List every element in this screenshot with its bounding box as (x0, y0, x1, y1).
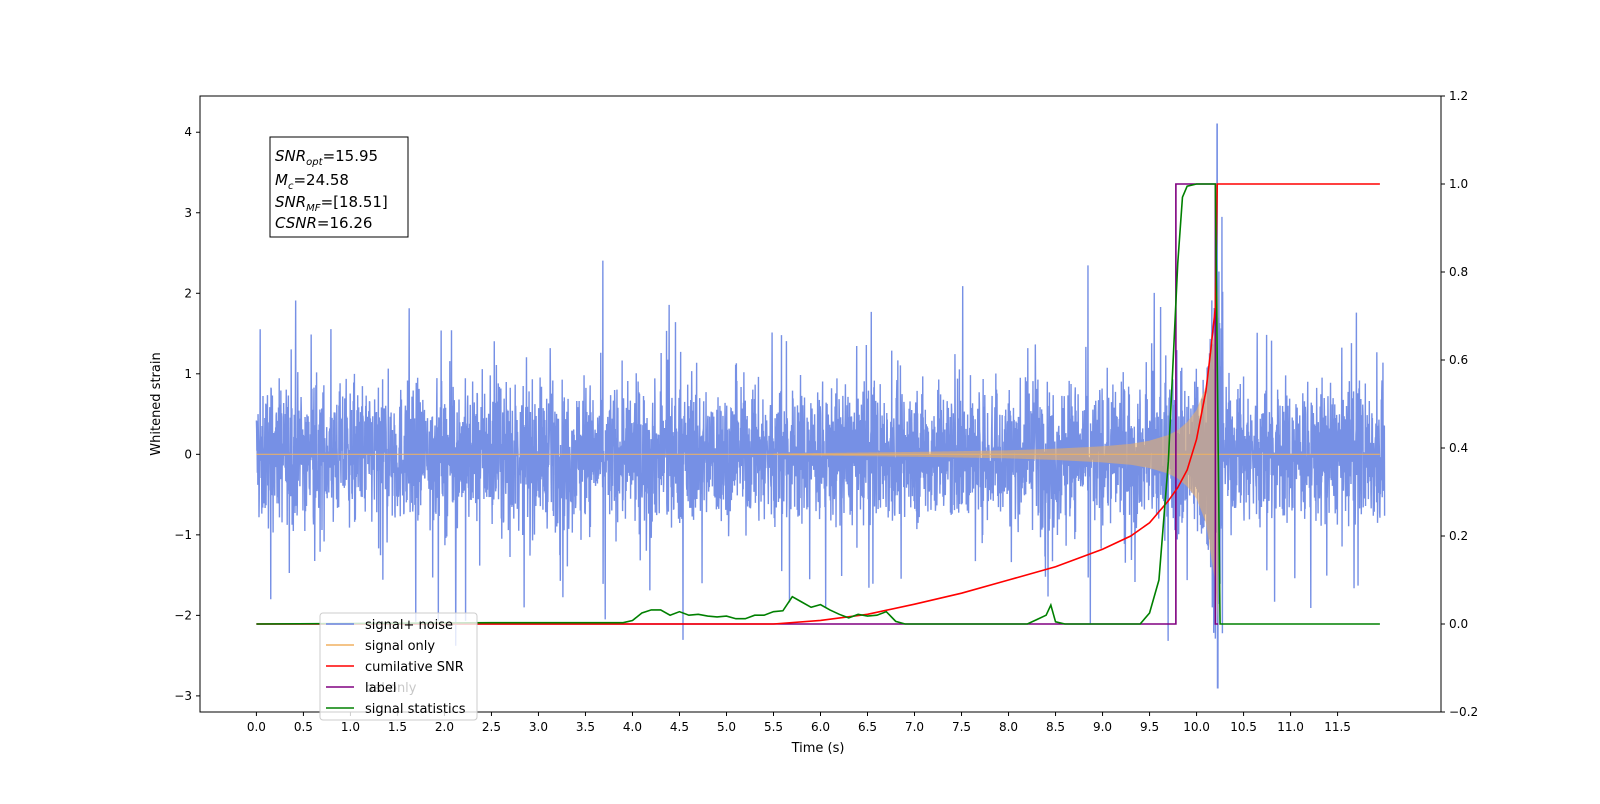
y2-tick-label: 0.8 (1449, 265, 1468, 279)
x-tick-label: 7.0 (905, 720, 924, 734)
annotation-mc: Mc=24.58 (275, 171, 349, 192)
x-tick-label: 1.0 (341, 720, 360, 734)
legend-label-csnr: cumilative SNR (365, 660, 464, 675)
x-tick-label: 6.0 (811, 720, 830, 734)
x-tick-label: 10.0 (1183, 720, 1210, 734)
legend-overlapped-text: bel only (365, 681, 417, 696)
series-layer (255, 123, 1386, 689)
y-tick-label: 0 (184, 447, 192, 461)
x-tick-label: 4.5 (670, 720, 689, 734)
y2-tick-label: 0.0 (1449, 617, 1468, 631)
x-axis-label: Time (s) (791, 741, 845, 756)
y2-tick-label: 0.4 (1449, 441, 1468, 455)
y-tick-label: 2 (184, 286, 192, 300)
x-tick-label: 1.5 (388, 720, 407, 734)
x-tick-label: 2.0 (435, 720, 454, 734)
x-tick-label: 0.5 (294, 720, 313, 734)
x-tick-label: 6.5 (858, 720, 877, 734)
y-tick-label: −1 (174, 528, 192, 542)
x-tick-label: 5.5 (764, 720, 783, 734)
x-tick-label: 0.0 (247, 720, 266, 734)
legend-label-noise: signal+ noise (365, 618, 453, 633)
legend-label-label: label (365, 681, 396, 696)
legend-frame (319, 612, 478, 721)
x-tick-label: 3.5 (576, 720, 595, 734)
x-tick-label: 7.5 (952, 720, 971, 734)
x-tick-label: 10.5 (1230, 720, 1257, 734)
legend-label-signal: signal only (365, 639, 435, 654)
y-tick-label: −3 (174, 689, 192, 703)
y2-tick-label: 1.2 (1449, 89, 1468, 103)
x-tick-label: 11.0 (1277, 720, 1304, 734)
y2-tick-label: 1.0 (1449, 177, 1468, 191)
y-tick-label: 1 (184, 367, 192, 381)
y-tick-label: 3 (184, 206, 192, 220)
y2-tick-label: −0.2 (1449, 705, 1478, 719)
annotation-snr-opt: SNRopt=15.95 (275, 147, 378, 168)
y-tick-label: 4 (184, 125, 192, 139)
x-tick-label: 9.0 (1093, 720, 1112, 734)
x-tick-label: 2.5 (482, 720, 501, 734)
annotation-box: SNRopt=15.95 Mc=24.58 SNRMF=[18.51] CSNR… (269, 136, 409, 238)
legend: signal+ noise signal only cumilative SNR… (319, 612, 478, 721)
y2-tick-label: 0.2 (1449, 529, 1468, 543)
annotation-box-frame (269, 136, 409, 238)
series-signal-statistics (256, 183, 1380, 625)
legend-label-stats: signal statistics (365, 702, 466, 717)
x-tick-label: 3.0 (529, 720, 548, 734)
y-tick-label: −2 (174, 608, 192, 622)
y-axis-label: Whitened strain (149, 352, 164, 455)
annotation-csnr: CSNR=16.26 (275, 214, 372, 232)
y2-tick-label: 0.6 (1449, 353, 1468, 367)
x-tick-label: 8.5 (1046, 720, 1065, 734)
x-tick-label: 4.0 (623, 720, 642, 734)
series-cumulative-snr (256, 183, 1380, 625)
x-tick-label: 5.0 (717, 720, 736, 734)
x-tick-label: 11.5 (1324, 720, 1351, 734)
annotation-snr-mf: SNRMF=[18.51] (275, 193, 388, 214)
x-tick-label: 9.5 (1140, 720, 1159, 734)
y-axis-left: 4 3 2 1 0 −1 −2 −3 (174, 125, 200, 703)
y-axis-right: 1.2 1.0 0.8 0.6 0.4 0.2 0.0 −0.2 (1441, 89, 1478, 719)
x-tick-label: 8.0 (999, 720, 1018, 734)
x-axis: 0.0 0.5 1.0 1.5 2.0 2.5 3.0 3.5 4.0 4.5 5.0 5.5 6.0 6… (247, 712, 1351, 734)
